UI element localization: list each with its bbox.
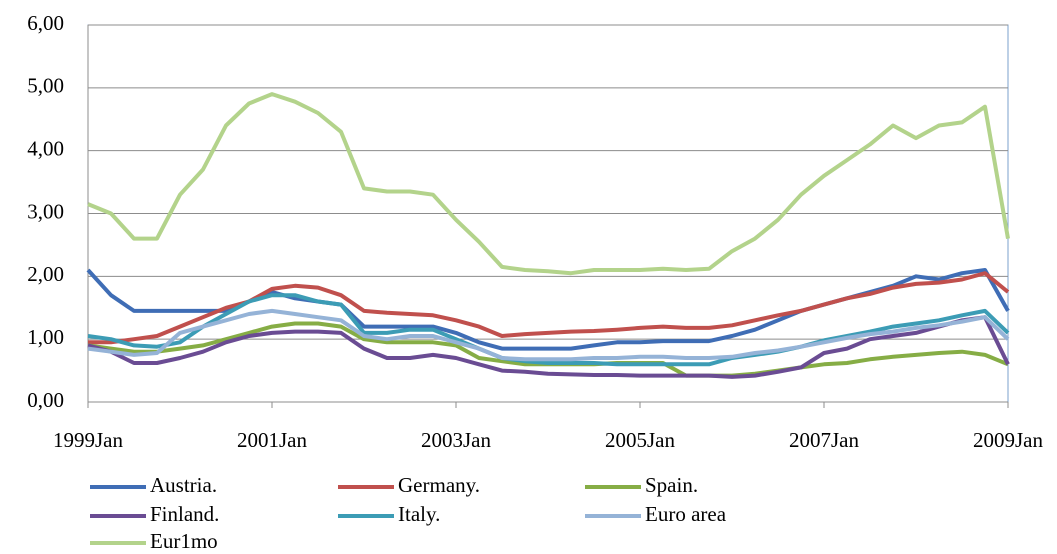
x-tick-label: 2003Jan [421, 428, 491, 452]
y-tick-label: 3,00 [27, 199, 64, 223]
x-tick-label: 2007Jan [789, 428, 859, 452]
y-tick-label: 4,00 [27, 136, 64, 160]
x-tick-label: 2001Jan [237, 428, 307, 452]
legend-label: Austria. [150, 473, 217, 497]
y-tick-label: 0,00 [27, 388, 64, 412]
y-tick-label: 2,00 [27, 262, 64, 286]
series-line [87, 308, 1010, 362]
x-tick-label: 1999Jan [53, 428, 123, 452]
y-tick-label: 1,00 [27, 325, 64, 349]
legend-label: Euro area [645, 502, 727, 526]
x-tick-label: 2009Jan [973, 428, 1043, 452]
series-line [87, 92, 1010, 276]
series-line [87, 293, 1010, 367]
legend-label: Eur1mo [150, 529, 218, 553]
x-tick-label: 2005Jan [605, 428, 675, 452]
series-line [87, 315, 1010, 379]
legend-label: Germany. [398, 473, 480, 497]
legend-label: Finland. [150, 502, 219, 526]
legend-label: Italy. [398, 502, 440, 526]
y-tick-label: 5,00 [27, 74, 64, 98]
legend-label: Spain. [645, 473, 698, 497]
y-tick-label: 6,00 [27, 11, 64, 35]
